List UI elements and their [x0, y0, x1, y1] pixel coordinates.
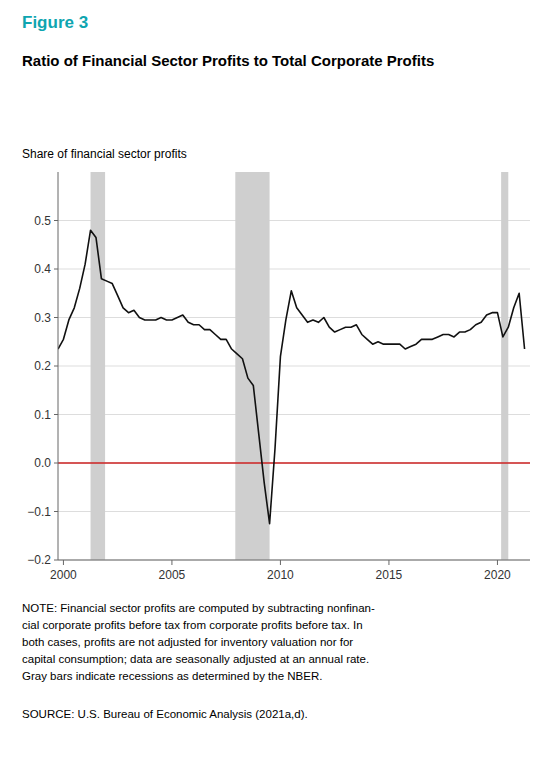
- y-tick-label: 0.4: [34, 262, 51, 276]
- x-tick-label: 2005: [159, 568, 186, 582]
- grid-line: [58, 560, 530, 561]
- grid-line: [58, 511, 530, 512]
- grid-line: [58, 317, 530, 318]
- note: NOTE: Financial sector profits are compu…: [22, 602, 375, 682]
- y-tick-label: −0.1: [27, 505, 51, 519]
- line: [58, 230, 525, 523]
- background: [0, 0, 556, 774]
- recession-band: [235, 172, 269, 560]
- y-tick-label: −0.2: [27, 553, 51, 567]
- x-tick: [171, 560, 172, 565]
- note-line: both cases, profits are not adjusted for…: [22, 636, 353, 648]
- grid-line: [58, 366, 530, 367]
- y-tick-label: 0.5: [34, 214, 51, 228]
- x-axis: 2000 2005 2010 2015 2020: [50, 560, 511, 582]
- y-tick: [54, 317, 58, 318]
- y-tick: [54, 366, 58, 367]
- grid-line: [58, 463, 530, 464]
- y-tick: [54, 269, 58, 270]
- y-tick: [54, 511, 58, 512]
- y-axis-label: Share of financial sector profits: [22, 147, 187, 161]
- x-tick: [388, 560, 389, 565]
- x-tick-label: 2000: [50, 568, 77, 582]
- y-axis-line: [58, 172, 59, 560]
- grid-line: [58, 269, 530, 270]
- title-text: Ratio of Financial Sector Profits to Tot…: [22, 52, 434, 69]
- y-axis: −0.2 −0.1 0.0 0.1 0.2 0.3 0.4 0.5: [27, 214, 58, 568]
- zero-line: [58, 462, 530, 464]
- note-line: cial corporate profits before tax from c…: [22, 619, 363, 631]
- note-line: Gray bars indicate recessions as determi…: [22, 670, 322, 682]
- x-tick-label: 2015: [376, 568, 403, 582]
- plot-data: [58, 172, 530, 560]
- figure-label: Figure 3: [22, 13, 88, 32]
- x-tick-label: 2020: [484, 568, 511, 582]
- recession-band: [91, 172, 106, 560]
- recession-band: [501, 172, 508, 560]
- chart: Figure 3 Ratio of Financial Sector Profit…: [0, 0, 556, 774]
- note-line: capital consumption; data are seasonally…: [22, 653, 369, 665]
- y-tick: [54, 414, 58, 415]
- y-tick-label: 0.2: [34, 359, 51, 373]
- x-tick: [280, 560, 281, 565]
- grid-line: [58, 220, 530, 221]
- y-tick-label: 0.3: [34, 311, 51, 325]
- x-tick: [497, 560, 498, 565]
- y-grid: [58, 221, 530, 561]
- y-tick: [54, 463, 58, 464]
- y-tick: [54, 560, 58, 561]
- grid-line: [58, 414, 530, 415]
- x-tick-label: 2010: [267, 568, 294, 582]
- title: Ratio of Financial Sector Profits to Tot…: [22, 52, 434, 69]
- title-line: Ratio of Financial Sector Profits to Tot…: [22, 52, 434, 69]
- note-line: NOTE: Financial sector profits are compu…: [22, 602, 375, 614]
- y-tick-label: 0.1: [34, 408, 51, 422]
- source: SOURCE: U.S. Bureau of Economic Analysis…: [22, 708, 308, 720]
- y-tick-label: 0.0: [34, 456, 51, 470]
- x-tick: [63, 560, 64, 565]
- x-axis-line: [58, 560, 530, 561]
- y-tick: [54, 220, 58, 221]
